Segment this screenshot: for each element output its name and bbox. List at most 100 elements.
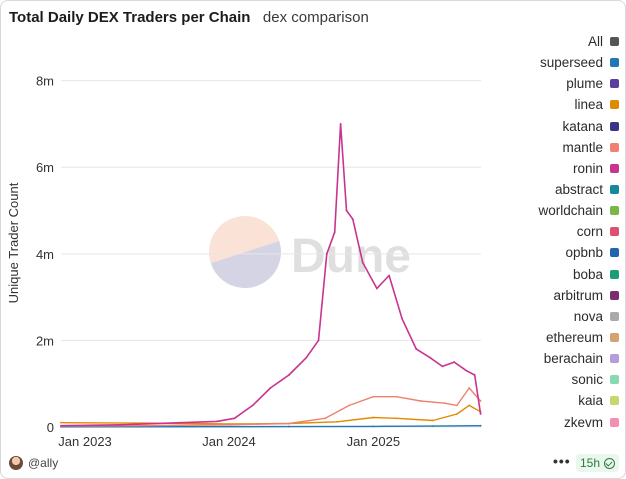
data-point-ronin [415, 348, 418, 350]
legend-label: sonic [571, 372, 603, 388]
data-point-linea [456, 413, 458, 415]
legend-swatch [610, 206, 619, 216]
legend-label: zkevm [563, 414, 603, 430]
legend-item-berachain[interactable]: berachain [501, 348, 619, 369]
legend-label: mantle [562, 139, 603, 155]
data-point-ronin [351, 218, 354, 221]
data-point-mantle [468, 387, 471, 389]
data-point-ronin [388, 274, 391, 277]
legend-swatch [610, 100, 619, 110]
data-point-ronin [119, 423, 122, 426]
data-point-ronin [288, 374, 290, 376]
legend-item-sonic[interactable]: sonic [501, 369, 619, 390]
legend-item-opbnb[interactable]: opbnb [501, 242, 619, 263]
chart-subtitle: dex comparison [262, 9, 369, 26]
x-tick-label: Jan 2025 [347, 434, 401, 449]
data-point-superseed [372, 425, 375, 428]
data-point-ronin [325, 252, 328, 255]
watermark-logo-top [209, 216, 280, 264]
legend-item-worldchain[interactable]: worldchain [501, 200, 619, 221]
data-point-ronin [60, 424, 62, 427]
legend-item-ethereum[interactable]: ethereum [501, 327, 619, 348]
data-point-linea [395, 417, 398, 420]
legend-swatch [610, 121, 619, 131]
data-point-mantle [443, 402, 446, 405]
data-point-ronin [305, 356, 308, 359]
data-point-linea [468, 404, 471, 407]
data-point-ronin [453, 361, 456, 363]
data-point-ronin [465, 369, 468, 372]
legend-item-zkevm[interactable]: zkevm [501, 412, 619, 433]
legend-swatch [610, 311, 619, 321]
legend-label: katana [562, 118, 603, 134]
more-options-button[interactable]: ••• [553, 453, 571, 469]
legend-swatch [610, 79, 619, 89]
data-point-mantle [324, 417, 327, 420]
legend-item-linea[interactable]: linea [501, 94, 619, 115]
legend-label: superseed [539, 55, 603, 71]
chart-header: Total Daily DEX Traders per Chain dex co… [9, 9, 369, 29]
data-point-ronin [215, 420, 218, 423]
legend-swatch [610, 417, 619, 427]
legend-swatch [610, 37, 619, 47]
legend-swatch [610, 227, 619, 237]
data-point-ronin [179, 421, 182, 424]
legend-label: arbitrum [553, 287, 603, 303]
data-point-mantle [143, 424, 146, 427]
refresh-age: 15h [580, 456, 601, 470]
data-point-ronin [345, 209, 348, 212]
legend-item-katana[interactable]: katana [501, 116, 619, 137]
legend-item-boba[interactable]: boba [501, 264, 619, 285]
watermark-logo-bottom [210, 240, 281, 288]
legend-item-superseed[interactable]: superseed [501, 52, 619, 73]
x-tick-label: Jan 2024 [202, 434, 256, 449]
legend-label: boba [572, 266, 603, 282]
data-point-ronin [473, 374, 476, 376]
legend-item-plume[interactable]: plume [501, 73, 619, 94]
legend-label: ronin [572, 160, 603, 176]
legend-swatch [610, 375, 619, 385]
refresh-status-badge[interactable]: 15h [576, 454, 620, 472]
legend-swatch [610, 333, 619, 343]
legend-item-arbitrum[interactable]: arbitrum [501, 285, 619, 306]
data-point-ronin [361, 261, 364, 264]
legend-label: plume [566, 76, 603, 92]
data-point-linea [60, 421, 62, 424]
y-tick-label: 0 [47, 420, 54, 435]
avatar [9, 456, 23, 470]
legend-label: abstract [554, 182, 603, 198]
legend-swatch [610, 58, 619, 68]
data-point-ronin [441, 365, 444, 368]
legend-item-corn[interactable]: corn [501, 221, 619, 242]
legend-label: corn [576, 224, 603, 240]
data-point-ronin [401, 317, 404, 320]
author-name: @ally [28, 456, 59, 470]
legend-swatch [610, 163, 619, 173]
legend-item-nova[interactable]: nova [501, 306, 619, 327]
data-point-ronin [233, 417, 236, 420]
data-point-linea [336, 420, 338, 423]
series-line-mantle [60, 387, 482, 427]
author-link[interactable]: @ally [9, 456, 58, 470]
y-tick-label: 8m [36, 74, 54, 89]
data-point-mantle [348, 404, 351, 407]
data-point-ronin [479, 413, 482, 415]
data-point-ronin [375, 287, 378, 290]
x-tick-label: Jan 2023 [58, 434, 112, 449]
data-point-linea [372, 416, 375, 419]
legend-item-abstract[interactable]: abstract [501, 179, 619, 200]
legend-item-all[interactable]: All [501, 31, 619, 52]
legend-swatch [610, 269, 619, 279]
data-point-superseed [431, 425, 434, 428]
legend-swatch [610, 248, 619, 258]
y-tick-label: 2m [36, 333, 54, 348]
legend-label: kaia [578, 393, 603, 409]
legend-item-mantle[interactable]: mantle [501, 137, 619, 158]
data-point-mantle [479, 400, 482, 402]
legend-swatch [610, 290, 619, 300]
legend-swatch [610, 354, 619, 364]
data-point-superseed [288, 425, 290, 428]
legend-item-ronin[interactable]: ronin [501, 158, 619, 179]
legend-item-kaia[interactable]: kaia [501, 390, 619, 411]
